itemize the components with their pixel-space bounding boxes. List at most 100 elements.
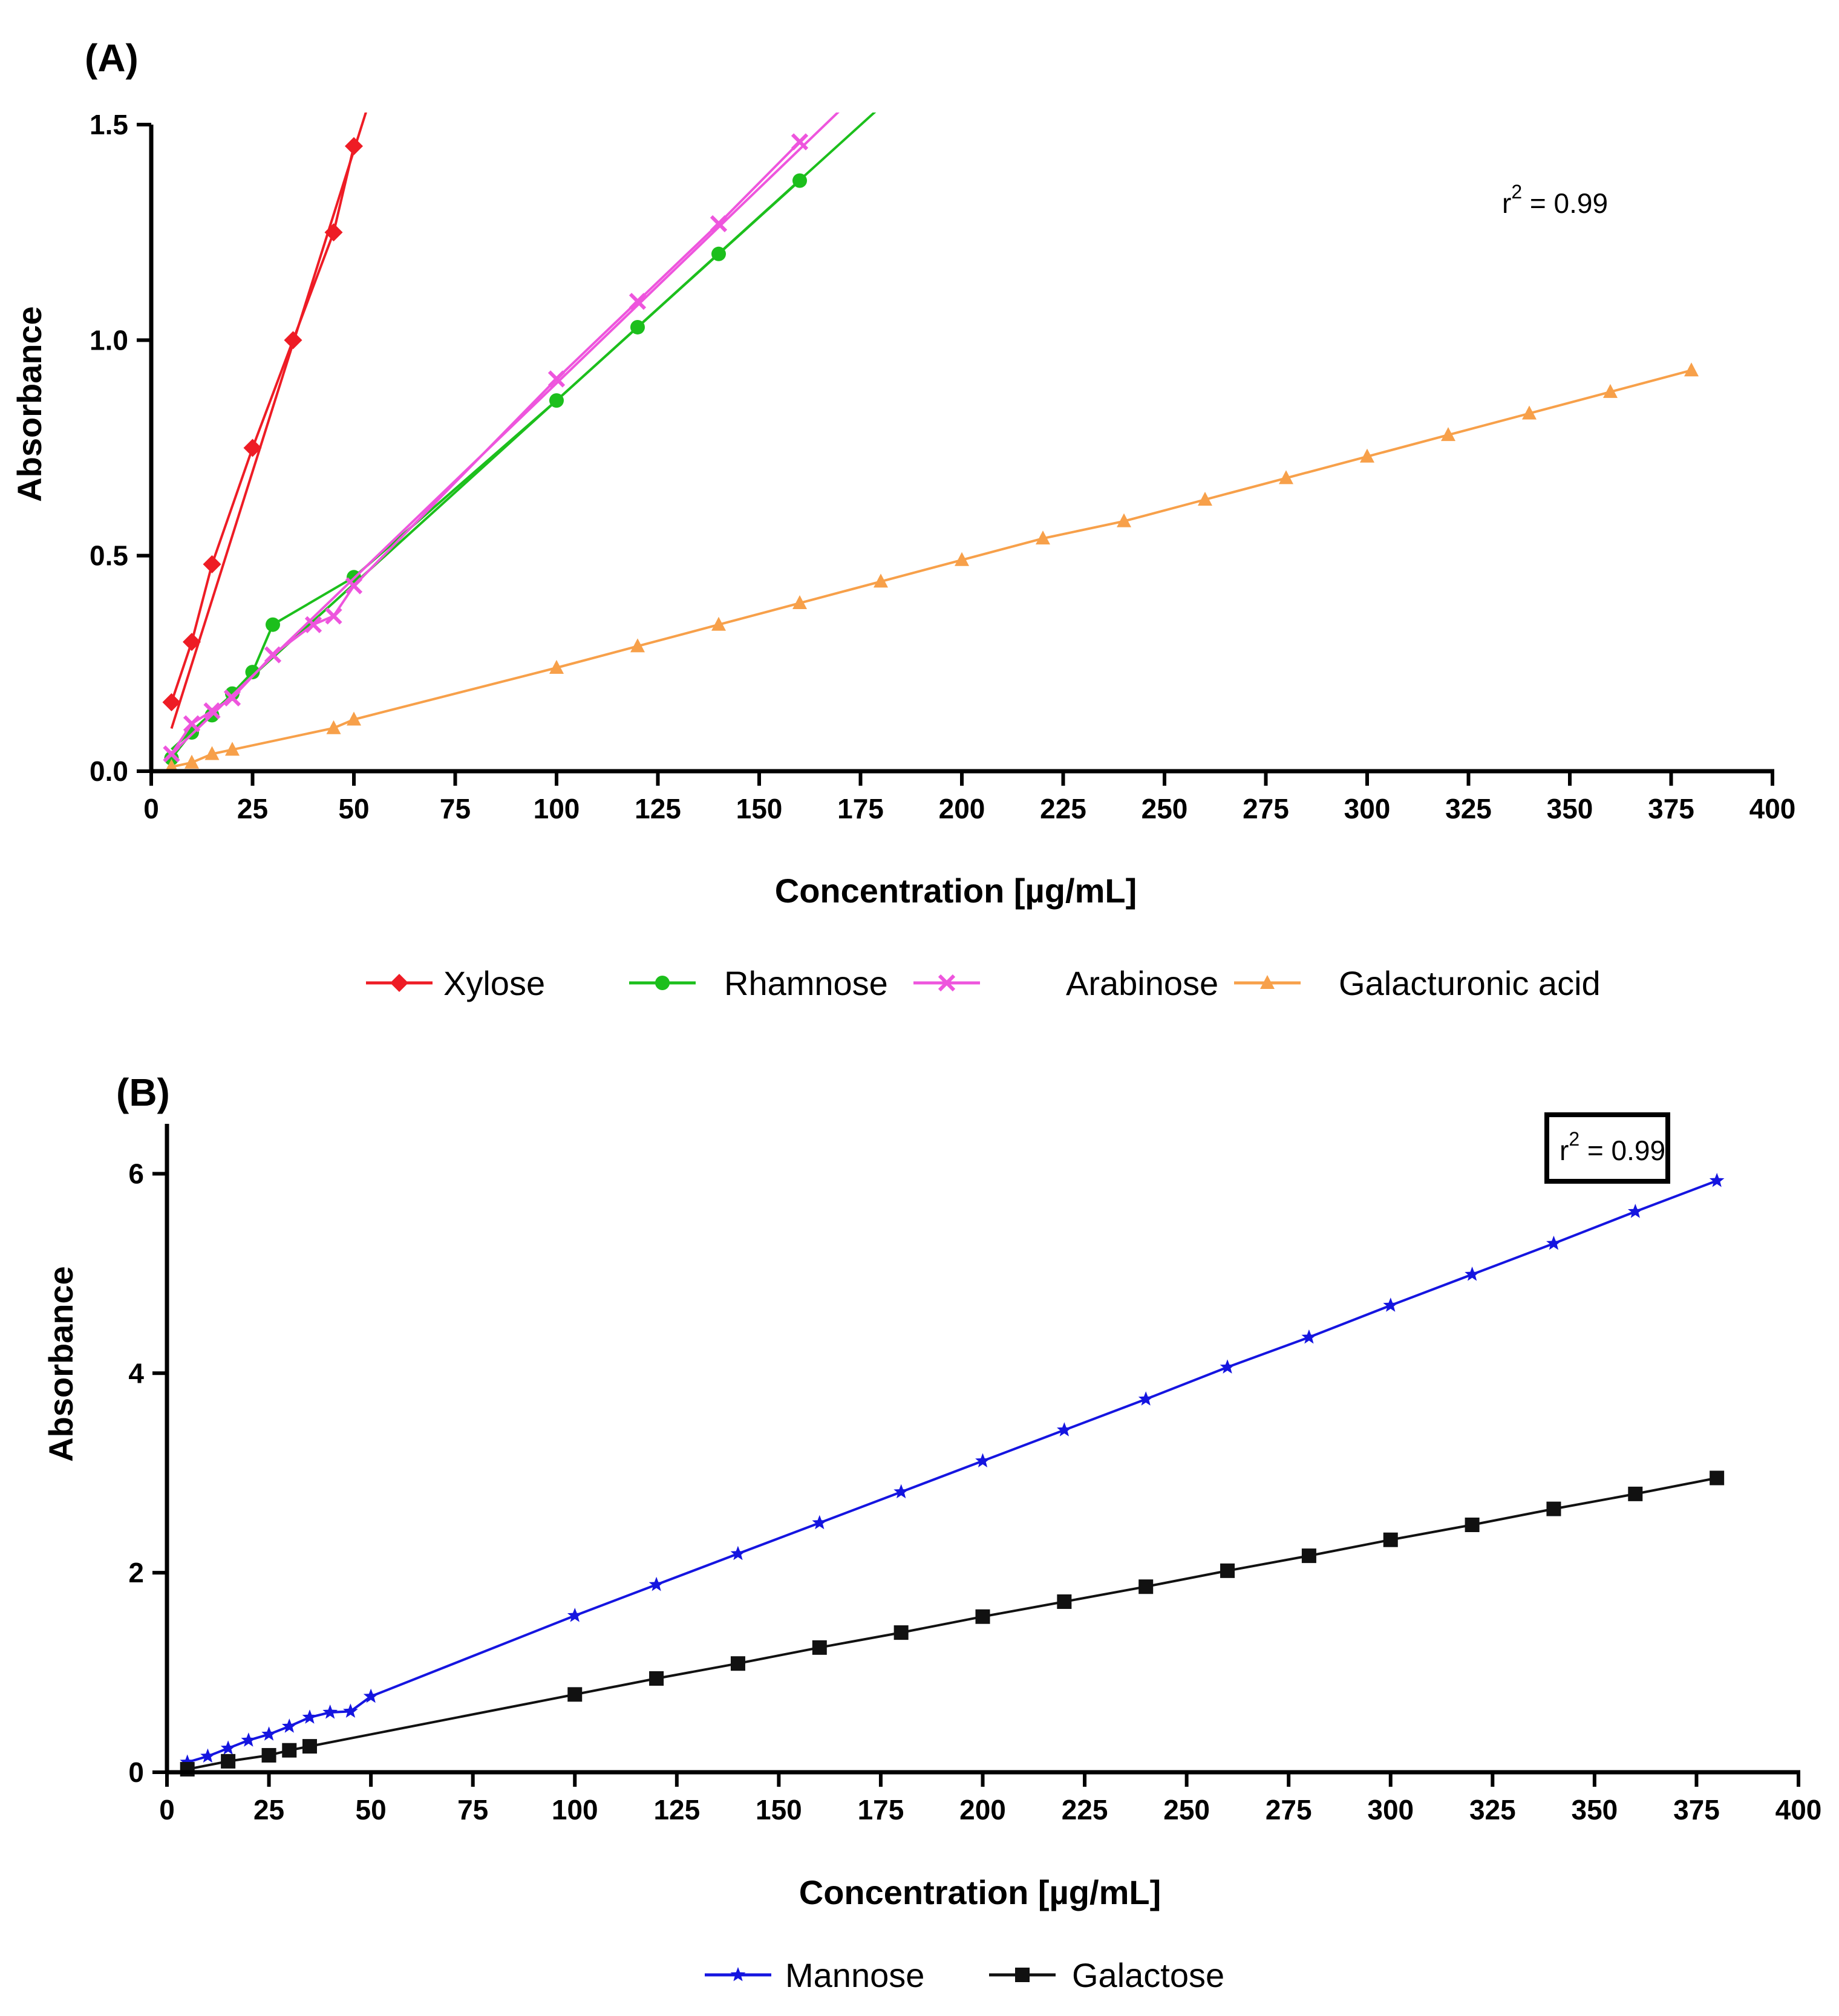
svg-text:Galactose: Galactose [1072,1956,1224,1994]
panel-a-point-galacturonic-acid-13 [1117,513,1131,527]
panel-a-point-rhamnose-7 [549,393,564,408]
panel-b-point-galactose-10 [975,1609,990,1624]
panel-a-point-galacturonic-acid-5 [347,711,361,726]
panel-b-point-mannose-8 [343,1703,358,1718]
panel-b-point-galactose-9 [893,1625,909,1640]
panel-b-x-tick-label-4: 100 [552,1794,598,1825]
panel-b-x-tick-label-15: 375 [1673,1794,1720,1825]
panel-b-y-axis-title: Absorbance [42,1266,80,1462]
panel-a-point-galacturonic-acid-1 [185,754,199,769]
panel-a-point-rhamnose-5 [266,617,280,632]
panel-a-point-arabinose-0 [163,745,180,763]
panel-a-x-tick-label-15: 375 [1648,793,1694,824]
panel-b-point-galactose-7 [730,1656,745,1671]
panel-a-point-galacturonic-acid-14 [1198,492,1212,506]
panel-a-point-galacturonic-acid-4 [326,720,341,734]
svg-text:Rhamnose: Rhamnose [724,964,888,1002]
panel-a-point-arabinose-1 [183,715,201,732]
panel-a-y-tick-label-0: 0.0 [90,755,128,787]
legend-item-xylose: Xylose [366,964,545,1002]
svg-text:Xylose: Xylose [443,964,545,1002]
panel-a-x-tick-label-1: 25 [237,793,268,824]
svg-text:Arabinose: Arabinose [1066,964,1218,1002]
legend-marker [938,974,956,992]
panel-a-point-arabinose-6 [325,607,342,625]
panel-a-x-tick-label-0: 0 [143,793,159,824]
legend-marker [1015,1968,1030,1982]
panel-a-x-tick-label-12: 300 [1344,793,1391,824]
panel-a-x-tick-label-4: 100 [534,793,580,824]
panel-b-r2-annotation: r2 = 0.99 [1560,1128,1665,1166]
panel-a-x-axis-title: Concentration [µg/mL] [775,872,1137,910]
panel-a-point-galacturonic-acid-6 [549,659,564,674]
panel-b-x-axis-title: Concentration [µg/mL] [799,1873,1161,1911]
panel-b-point-mannose-4 [261,1726,276,1741]
panel-a-x-tick-label-10: 250 [1142,793,1188,824]
panel-b-point-mannose-7 [322,1704,338,1719]
svg-text:Mannose: Mannose [785,1956,924,1994]
panel-b-x-tick-label-5: 125 [653,1794,700,1825]
panel-b-point-galactose-17 [1546,1501,1561,1516]
panel-b-point-galactose-16 [1465,1517,1480,1532]
legend-marker-square [1015,1968,1030,1982]
panel-b-point-galactose-15 [1383,1532,1398,1547]
panel-b-point-mannose-16 [1057,1422,1072,1437]
panel-a: (A) 0 25 50 75 100 125 150 175 200 225 250 275 300 32… [10,36,1795,1002]
panel-a-point-rhamnose-10 [792,173,807,188]
panel-a-series-galacturonic-acid [164,362,1699,773]
panel-a-fit-line-arabinose [171,113,840,755]
legend-marker [1260,975,1275,989]
panel-b-point-galactose-13 [1220,1563,1235,1578]
panel-b-point-mannose-20 [1383,1297,1399,1312]
panel-b-point-galactose-3 [282,1743,297,1758]
panel-a-point-arabinose-3 [223,689,241,706]
panel-a-point-galacturonic-acid-17 [1441,427,1455,442]
legend-item-galacturonic-acid: Galacturonic acid [1234,964,1601,1002]
panel-a-point-arabinose-9 [629,293,647,310]
panel-a-point-arabinose-2 [203,702,221,720]
panel-b-point-mannose-18 [1220,1359,1235,1374]
panel-b-y-tick-label-1: 2 [128,1557,144,1588]
legend-marker-star [730,1967,746,1982]
panel-a-point-xylose-3 [243,439,262,457]
panel-a-x-tick-label-9: 225 [1040,793,1086,824]
panel-b-point-mannose-14 [893,1484,909,1499]
panel-b-legend: Mannose Galactose [705,1956,1224,1994]
panel-b-point-mannose-3 [241,1732,256,1747]
panel-b-point-mannose-5 [281,1718,297,1733]
panel-b-point-mannose-15 [975,1453,990,1467]
panel-a-y-tick-label-1: 0.5 [90,540,128,572]
panel-a-x-tick-label-2: 50 [338,793,369,824]
panel-b-y-tick-label-0: 0 [128,1757,144,1788]
panel-b-point-mannose-21 [1465,1267,1480,1281]
panel-a-x-tick-label-6: 150 [736,793,783,824]
panel-b-point-mannose-9 [363,1688,379,1703]
legend-item-mannose: Mannose [705,1956,924,1994]
panel-a-x-tick-label-3: 75 [440,793,471,824]
panel-a-point-arabinose-11 [791,133,809,151]
panel-a-series-xylose [162,113,367,729]
panel-a-point-rhamnose-9 [711,246,726,261]
panel-a-point-galacturonic-acid-11 [955,552,969,566]
panel-b-point-galactose-4 [302,1739,317,1754]
panel-a-legend: Xylose Rhamnose Arabinose Galacturonic a… [366,964,1601,1002]
panel-a-y-axis-title: Absorbance [10,306,48,502]
panel-a-point-galacturonic-acid-16 [1360,448,1374,463]
panel-b-point-mannose-13 [812,1515,828,1530]
panel-b-x-tick-label-2: 50 [356,1794,387,1825]
panel-a-point-arabinose-8 [547,370,566,388]
panel-a-point-galacturonic-acid-12 [1036,530,1050,545]
panel-a-x-tick-label-5: 125 [635,793,681,824]
legend-marker-diamond [390,974,408,992]
panel-a-point-xylose-6 [345,137,363,155]
panel-a-point-galacturonic-acid-19 [1603,383,1618,398]
panel-b-point-mannose-19 [1301,1329,1317,1344]
panel-b-point-mannose-1 [200,1748,215,1763]
panel-b-point-galactose-12 [1138,1579,1154,1594]
legend-marker [655,976,670,990]
panel-a-point-arabinose-10 [710,215,728,233]
panel-b-point-galactose-18 [1628,1486,1643,1501]
panel-b-point-mannose-0 [180,1754,195,1769]
panel-a-y-tick-label-3: 1.5 [90,109,128,140]
panel-a-point-galacturonic-acid-18 [1522,405,1537,420]
